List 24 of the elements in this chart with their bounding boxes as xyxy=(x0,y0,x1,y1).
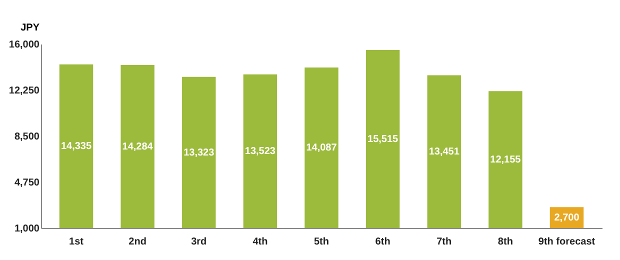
x-tick-label: 1st xyxy=(69,236,84,248)
x-tick-label: 4th xyxy=(252,236,268,248)
x-tick-label: 5th xyxy=(314,236,329,248)
x-tick-label: 2nd xyxy=(128,236,146,248)
x-tick-label: 8th xyxy=(498,236,513,248)
data-label: 14,284 xyxy=(122,142,154,153)
data-label: 14,087 xyxy=(306,142,338,154)
x-tick-label: 9th forecast xyxy=(538,236,596,248)
data-label: 13,523 xyxy=(244,146,276,158)
data-label: 13,323 xyxy=(184,147,215,158)
y-tick-label: 12,250 xyxy=(8,86,40,96)
x-tick-label: 7th xyxy=(436,236,452,248)
y-tick-label: 4,750 xyxy=(14,178,40,188)
data-label: 14,335 xyxy=(60,141,92,152)
y-tick-label: 8,500 xyxy=(14,132,40,142)
x-tick-label: 6th xyxy=(375,236,390,248)
data-label: 15,515 xyxy=(368,134,399,145)
y-tick-label: 16,000 xyxy=(8,40,40,50)
x-tick-label: 3rd xyxy=(191,236,207,248)
y-axis-title: JPY xyxy=(20,22,40,34)
data-label: 2,700 xyxy=(554,212,580,224)
data-label: 12,155 xyxy=(490,154,522,166)
y-tick-label: 1,000 xyxy=(14,224,40,234)
data-label: 13,451 xyxy=(428,146,460,158)
